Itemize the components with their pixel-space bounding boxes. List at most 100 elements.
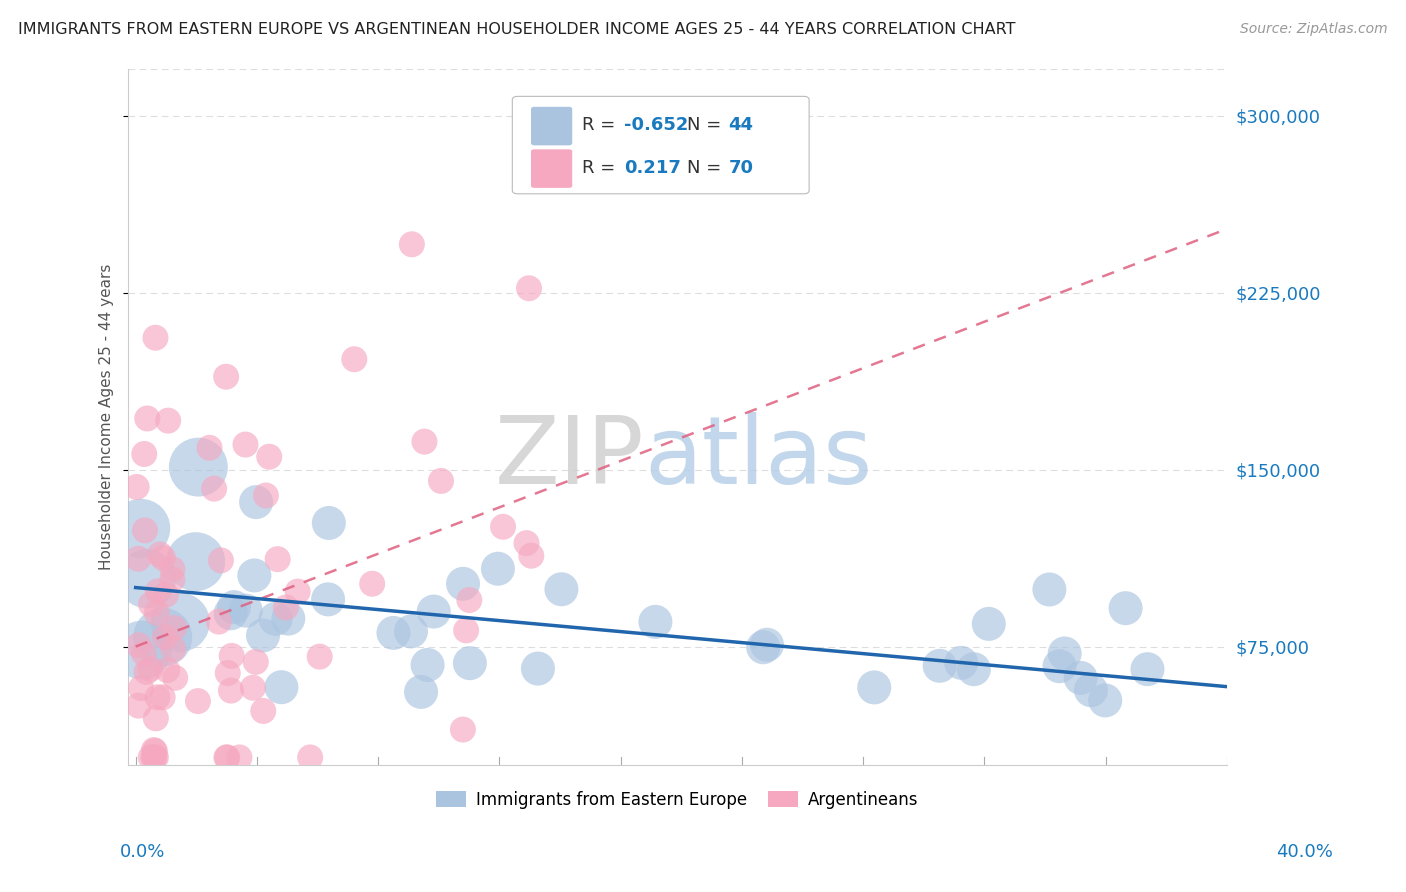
Point	[136, 411, 159, 425]
FancyBboxPatch shape	[512, 96, 808, 194]
Point	[215, 369, 238, 384]
Point	[208, 615, 231, 629]
Point	[127, 551, 149, 566]
Point	[458, 656, 481, 670]
Text: N =: N =	[686, 116, 727, 134]
Point	[142, 750, 165, 764]
Point	[245, 655, 267, 669]
Point	[224, 600, 246, 615]
Point	[492, 520, 515, 534]
Point	[243, 568, 266, 582]
Point	[156, 663, 179, 677]
Point	[515, 536, 537, 550]
Point	[145, 750, 167, 764]
FancyBboxPatch shape	[531, 107, 572, 145]
Text: atlas: atlas	[644, 412, 873, 504]
Point	[202, 482, 225, 496]
Point	[274, 600, 297, 615]
Point	[270, 680, 292, 694]
Point	[228, 750, 250, 764]
Text: ZIP: ZIP	[495, 412, 644, 504]
Point	[128, 638, 150, 652]
Point	[245, 495, 267, 509]
Point	[169, 615, 191, 630]
Point	[1094, 693, 1116, 707]
Point	[1070, 671, 1092, 685]
Point	[382, 626, 405, 640]
Point	[135, 665, 157, 679]
Point	[644, 615, 666, 629]
Point	[142, 743, 165, 757]
Point	[162, 573, 184, 587]
Point	[413, 434, 436, 449]
Text: 0.217: 0.217	[624, 159, 681, 177]
Point	[422, 605, 444, 619]
Point	[157, 414, 180, 428]
Point	[187, 694, 209, 708]
Point	[139, 597, 162, 611]
Point	[139, 662, 162, 676]
Point	[145, 711, 167, 725]
Point	[266, 552, 288, 566]
Point	[520, 549, 543, 563]
Point	[217, 666, 239, 681]
Point	[416, 657, 439, 672]
Point	[963, 662, 986, 676]
Text: N =: N =	[686, 159, 727, 177]
Point	[143, 744, 166, 758]
Point	[152, 690, 174, 705]
Point	[162, 642, 184, 657]
Point	[209, 553, 232, 567]
Point	[235, 437, 257, 451]
Point	[163, 621, 186, 635]
Point	[217, 750, 239, 764]
Text: Source: ZipAtlas.com: Source: ZipAtlas.com	[1240, 22, 1388, 37]
Point	[125, 480, 148, 494]
Point	[456, 624, 478, 638]
Point	[950, 656, 973, 670]
Point	[752, 640, 775, 655]
Point	[550, 582, 572, 597]
Text: 44: 44	[728, 116, 754, 134]
Point	[153, 630, 176, 644]
Point	[1136, 662, 1159, 676]
Point	[451, 577, 474, 591]
Text: IMMIGRANTS FROM EASTERN EUROPE VS ARGENTINEAN HOUSEHOLDER INCOME AGES 25 - 44 YE: IMMIGRANTS FROM EASTERN EUROPE VS ARGENT…	[18, 22, 1015, 37]
Point	[129, 521, 152, 535]
Point	[242, 681, 264, 695]
Point	[134, 524, 156, 538]
Point	[287, 584, 309, 599]
Point	[308, 649, 330, 664]
Point	[145, 331, 167, 345]
Point	[1080, 683, 1102, 698]
Point	[152, 551, 174, 566]
Point	[252, 704, 274, 718]
Point	[254, 489, 277, 503]
Text: 40.0%: 40.0%	[1277, 843, 1333, 861]
Point	[221, 648, 243, 663]
Point	[128, 698, 150, 713]
Point	[361, 576, 384, 591]
Point	[1049, 659, 1071, 673]
Point	[863, 681, 886, 695]
Point	[132, 647, 155, 661]
Point	[527, 662, 550, 676]
Point	[1038, 582, 1060, 597]
Point	[139, 750, 162, 764]
Point	[184, 555, 207, 569]
Point	[219, 683, 242, 698]
Point	[198, 441, 221, 455]
Point	[187, 460, 209, 475]
Point	[401, 237, 423, 252]
Y-axis label: Householder Income Ages 25 - 44 years: Householder Income Ages 25 - 44 years	[100, 263, 114, 570]
Point	[135, 572, 157, 586]
Point	[1115, 601, 1137, 615]
Point	[264, 612, 287, 626]
Point	[134, 447, 156, 461]
Point	[409, 685, 432, 699]
Legend: Immigrants from Eastern Europe, Argentineans: Immigrants from Eastern Europe, Argentin…	[430, 784, 925, 815]
Point	[458, 593, 481, 607]
Point	[149, 548, 172, 562]
Point	[928, 658, 950, 673]
Point	[977, 616, 1000, 631]
